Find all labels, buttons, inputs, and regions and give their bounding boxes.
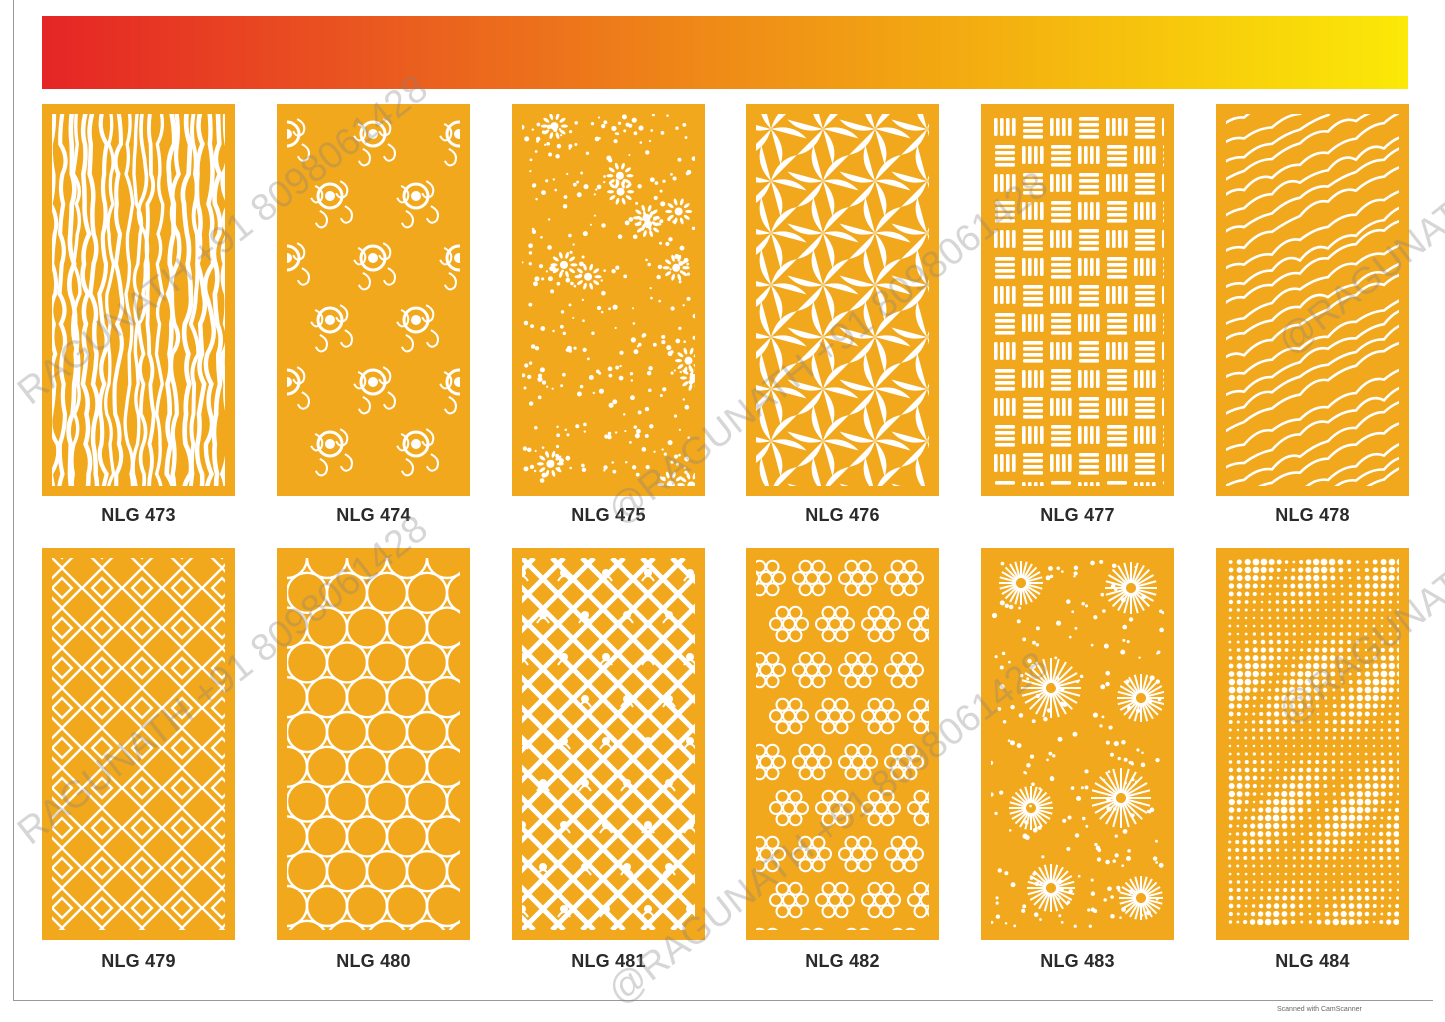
panel-pattern [522, 558, 695, 930]
panel-pattern [1227, 558, 1399, 926]
panel-pattern [756, 559, 929, 930]
panel-label: NLG 476 [805, 505, 880, 525]
panel-label: NLG 479 [101, 951, 176, 971]
panel-nlg-474 [277, 104, 470, 496]
panel-pattern [994, 117, 1164, 486]
panel-pattern [522, 114, 695, 486]
panel-pattern [287, 118, 460, 477]
panel-label: NLG 482 [805, 951, 880, 971]
panel-nlg-479 [42, 548, 235, 940]
panel-nlg-480 [277, 548, 470, 940]
panel-label: NLG 473 [101, 505, 176, 525]
panel-label: NLG 483 [1040, 951, 1115, 971]
panel-pattern [756, 114, 929, 486]
page-border-left [13, 0, 14, 1000]
panel-label: NLG 477 [1040, 505, 1115, 525]
panel-pattern [991, 559, 1164, 928]
panel-nlg-481 [512, 548, 705, 940]
panel-nlg-476 [746, 104, 939, 496]
panel-nlg-484 [1216, 548, 1409, 940]
panel-pattern [52, 114, 225, 486]
panel-label: NLG 478 [1275, 505, 1350, 525]
panel-nlg-483 [981, 548, 1174, 940]
panel-nlg-478 [1216, 104, 1409, 496]
panel-grid: NLG 473 NLG 474 NLG 475 NLG 476 NLG 477 NLG 4… [42, 104, 1409, 971]
page-border-bottom [13, 1000, 1433, 1001]
panel-label: NLG 481 [571, 951, 646, 971]
panel-label: NLG 474 [336, 505, 411, 525]
panel-pattern [52, 558, 225, 930]
panel-nlg-477 [981, 104, 1174, 496]
panel-nlg-482 [746, 548, 939, 940]
panel-pattern [287, 558, 460, 930]
panel-label: NLG 484 [1275, 951, 1350, 971]
panel-pattern [1226, 114, 1399, 486]
panel-label: NLG 480 [336, 951, 411, 971]
panel-nlg-475 [512, 104, 705, 496]
panel-label: NLG 475 [571, 505, 646, 525]
scanner-note: Scanned with CamScanner [1277, 1006, 1362, 1013]
gradient-banner [42, 16, 1408, 89]
panel-nlg-473 [42, 104, 235, 496]
